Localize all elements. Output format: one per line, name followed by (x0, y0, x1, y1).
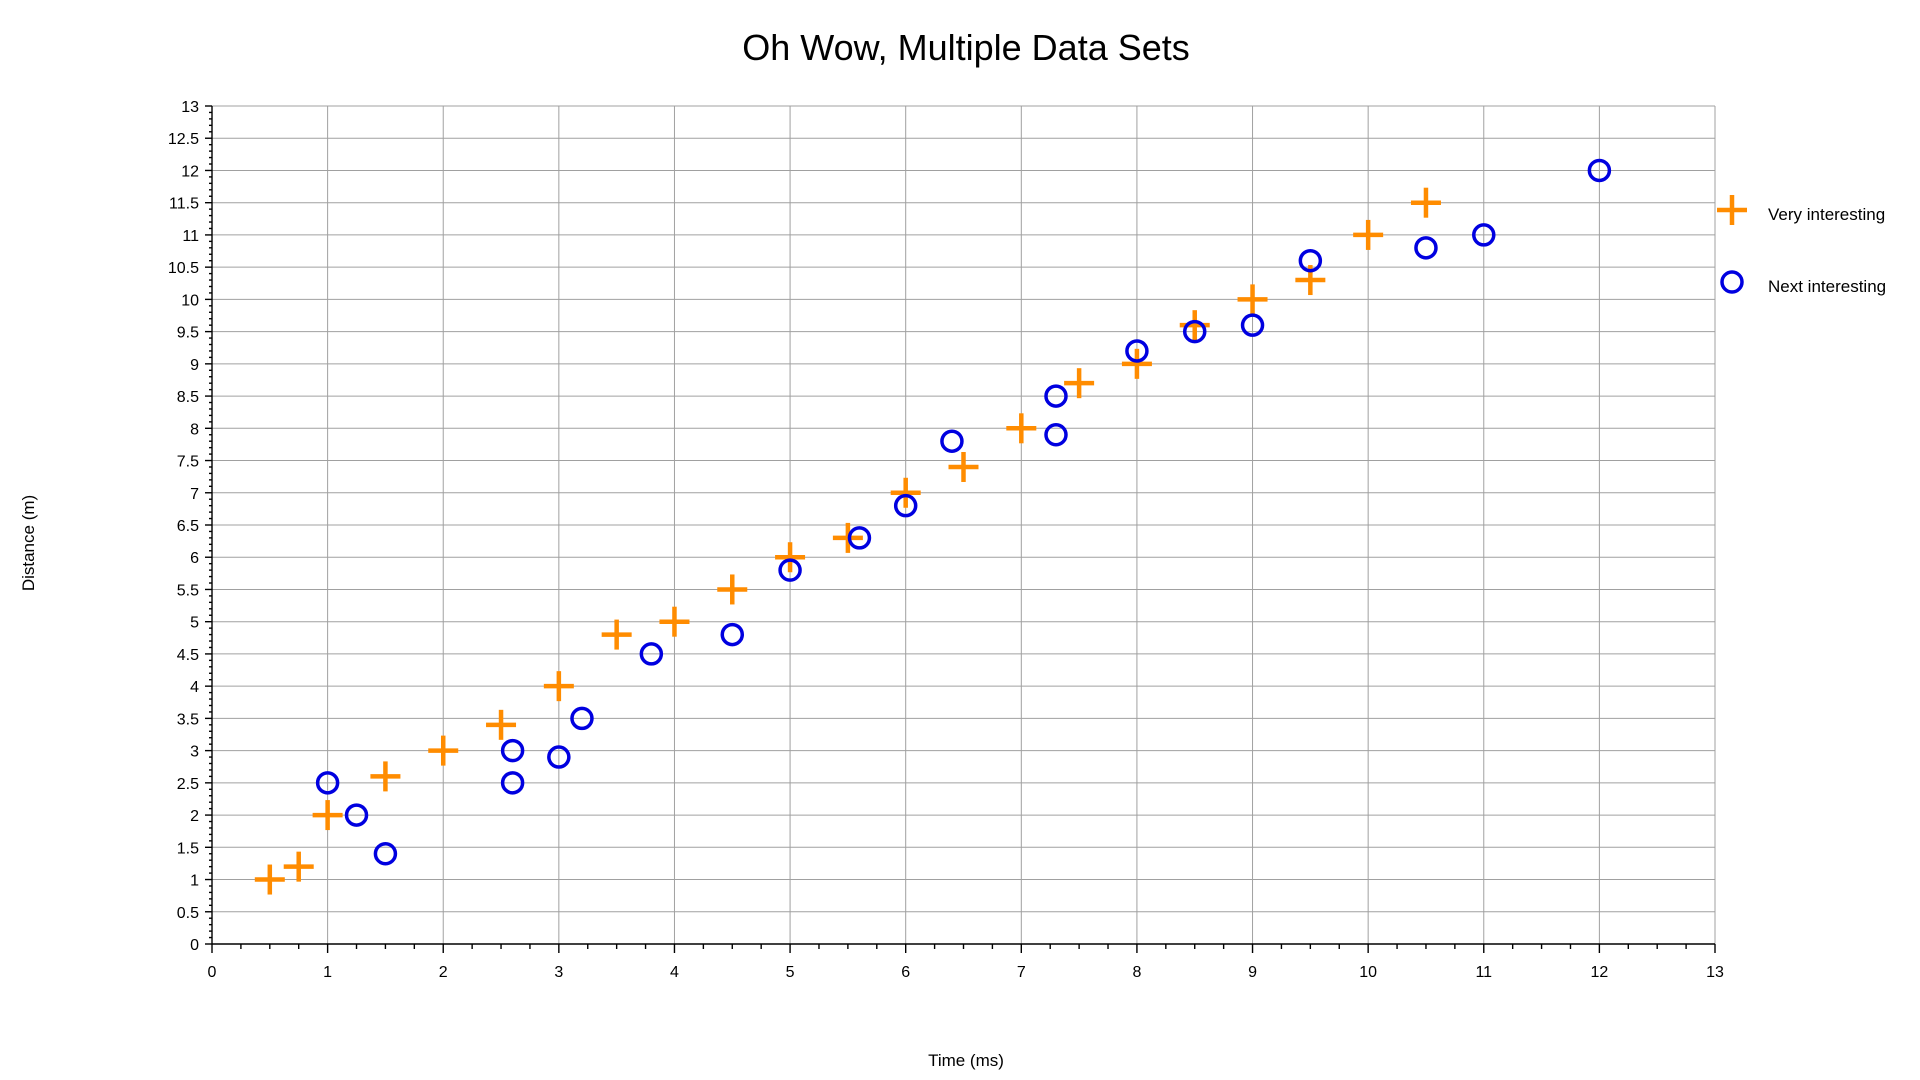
data-point-circle (1472, 223, 1496, 247)
data-point-circle (720, 622, 745, 647)
data-point-circle (500, 738, 525, 763)
y-axis-label: Distance (m) (19, 495, 38, 591)
legend-marker-plus (1717, 195, 1747, 225)
y-tick-label: 9.5 (177, 325, 199, 342)
data-point-circle (1414, 236, 1438, 260)
chart-title: Oh Wow, Multiple Data Sets (742, 27, 1190, 68)
data-point-plus (486, 709, 517, 740)
x-tick-label: 9 (1248, 964, 1257, 981)
x-tick-label: 8 (1132, 964, 1141, 981)
data-points (254, 158, 1612, 895)
data-point-plus (775, 542, 806, 573)
x-tick-label: 11 (1475, 964, 1492, 981)
y-tick-label: 11.5 (169, 196, 199, 213)
y-tick-label: 3 (190, 744, 199, 761)
data-point-circle (778, 558, 802, 582)
y-tick-label: 2 (190, 808, 199, 825)
x-tick-label: 12 (1590, 964, 1608, 981)
x-tick-label: 1 (323, 964, 332, 981)
data-point-circle (1044, 423, 1068, 447)
y-tick-label: 7 (190, 486, 199, 503)
data-point-circle (1182, 319, 1207, 344)
data-point-plus (1353, 219, 1384, 250)
data-point-plus (1237, 284, 1268, 315)
y-tick-label: 5 (190, 615, 199, 632)
y-tick-label: 4.5 (177, 647, 199, 664)
data-point-plus (890, 477, 921, 508)
y-tick-label: 6 (190, 550, 199, 567)
data-point-circle (1125, 339, 1149, 363)
y-tick-label: 0 (190, 937, 199, 954)
data-point-circle (344, 803, 369, 827)
y-tick-label: 13 (181, 99, 199, 116)
y-tick-label: 10 (181, 292, 199, 309)
data-point-circle (547, 745, 571, 769)
data-point-circle (893, 493, 918, 518)
data-point-plus (370, 761, 401, 792)
x-tick-label: 2 (439, 964, 448, 981)
data-point-plus (717, 574, 748, 605)
y-tick-label: 12 (181, 163, 199, 180)
y-tick-label: 11 (182, 228, 199, 245)
y-tick-label: 6.5 (177, 518, 199, 535)
data-point-circle (500, 771, 525, 795)
y-tick-label: 8.5 (177, 389, 199, 406)
data-point-circle (1298, 248, 1323, 273)
x-tick-label: 6 (901, 964, 910, 981)
x-tick-label: 5 (786, 964, 795, 981)
legend-label: Next interesting (1768, 277, 1886, 296)
tick-labels: 0 1 2 3 4 5 6 7 8 9 10 11 12 1300.511.522.533.544.555… (168, 99, 1724, 981)
data-point-plus (428, 735, 459, 766)
data-point-plus (1006, 413, 1037, 444)
data-point-plus (283, 851, 314, 882)
x-tick-label: 13 (1706, 964, 1724, 981)
data-point-plus (948, 451, 979, 482)
data-point-circle (940, 429, 964, 453)
axes (205, 105, 1716, 953)
y-tick-label: 4 (190, 679, 199, 696)
x-tick-label: 10 (1359, 964, 1377, 981)
data-point-plus (1410, 187, 1441, 218)
x-tick-label: 3 (554, 964, 563, 981)
x-tick-label: 0 (208, 964, 217, 981)
data-point-circle (1587, 158, 1612, 183)
x-axis-label: Time (ms) (928, 1051, 1004, 1070)
y-tick-label: 12.5 (168, 131, 199, 148)
y-tick-label: 1 (190, 873, 199, 890)
data-point-circle (1240, 313, 1265, 337)
data-point-plus (543, 671, 574, 702)
data-point-plus (312, 800, 343, 831)
data-point-circle (1044, 384, 1068, 408)
data-point-plus (659, 606, 690, 637)
y-tick-label: 1.5 (177, 840, 199, 857)
data-point-plus (1121, 348, 1152, 379)
data-point-circle (639, 642, 664, 666)
data-point-plus (254, 864, 285, 895)
data-point-circle (570, 706, 594, 731)
legend-label: Very interesting (1768, 205, 1885, 224)
data-point-circle (373, 842, 398, 866)
y-tick-label: 0.5 (177, 905, 199, 922)
data-point-circle (847, 526, 872, 550)
y-tick-label: 8 (190, 421, 199, 438)
data-point-plus (1064, 368, 1095, 399)
data-point-circle (315, 771, 340, 795)
data-point-plus (1179, 310, 1210, 341)
x-tick-label: 7 (1017, 964, 1026, 981)
y-tick-label: 2.5 (177, 776, 199, 793)
y-tick-label: 5.5 (177, 582, 199, 599)
data-point-plus (601, 619, 632, 650)
y-tick-label: 3.5 (177, 711, 199, 728)
legend-marker-circle (1720, 270, 1744, 294)
y-tick-label: 9 (190, 357, 199, 374)
x-tick-label: 4 (670, 964, 679, 981)
y-tick-label: 10.5 (168, 260, 199, 277)
legend: Very interesting Next interesting (1717, 195, 1886, 296)
grid (211, 105, 1716, 945)
y-tick-label: 7.5 (177, 454, 199, 471)
